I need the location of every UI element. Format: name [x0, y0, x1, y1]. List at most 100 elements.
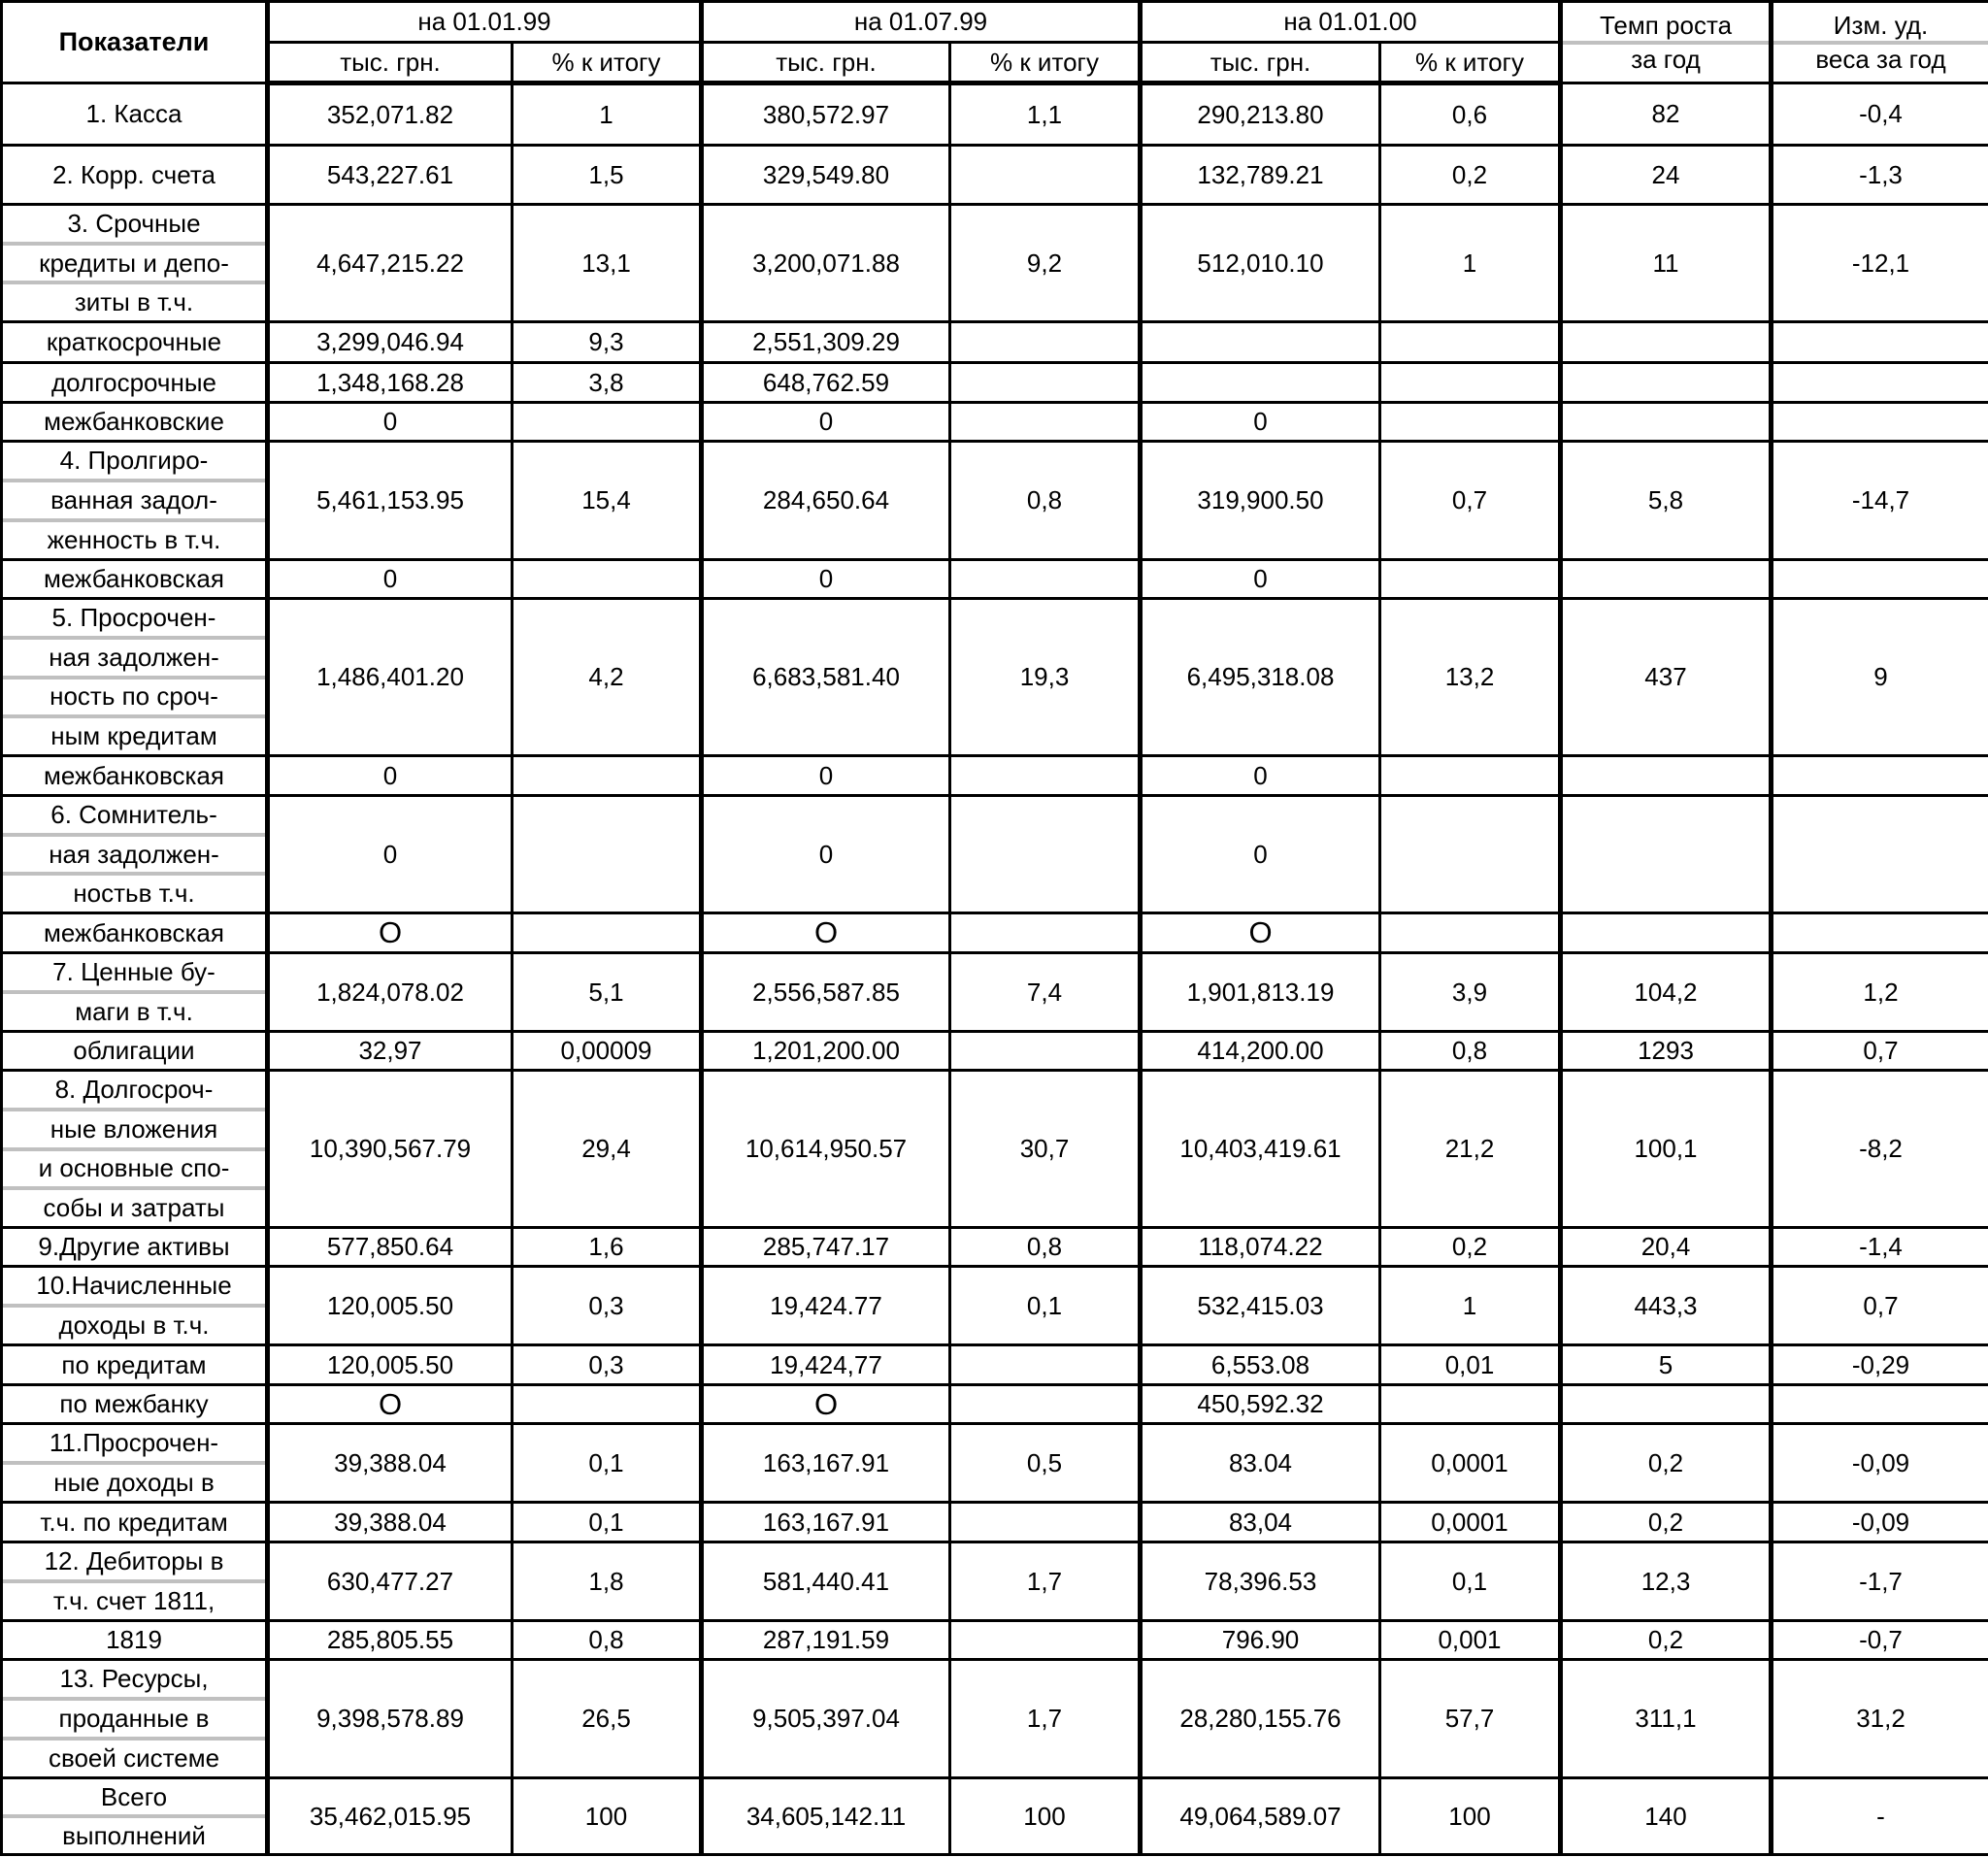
table-cell: 100,1	[1558, 1069, 1773, 1229]
table-cell: 34,605,142.11	[699, 1776, 951, 1856]
table-cell: 0	[1138, 401, 1381, 443]
table-cell	[1769, 1383, 1988, 1425]
row-label-line: межбанковские	[44, 407, 224, 436]
table-row: долгосрочные 1,348,168.28 3,8 648,762.59	[0, 361, 1988, 404]
row-label-line: собы и затраты	[43, 1193, 225, 1223]
table-cell: -0,4	[1769, 82, 1988, 147]
row-label: по кредитам	[0, 1343, 269, 1386]
table-cell: 0,7	[1769, 1265, 1988, 1346]
header-weight-line: Изм. уд.	[1775, 11, 1987, 45]
table-cell: 19,424.77	[699, 1265, 951, 1346]
table-cell: 15,4	[511, 440, 703, 561]
table-cell	[948, 1030, 1142, 1072]
table-cell: 1293	[1558, 1030, 1773, 1072]
table-cell: 120,005.50	[265, 1343, 514, 1386]
row-label: межбанковская	[0, 754, 269, 797]
row-label: 8. Долгосроч-ные вложения и основные спо-…	[0, 1069, 269, 1229]
table-cell	[511, 754, 703, 797]
row-label: межбанковские	[0, 401, 269, 443]
row-label: 12. Дебиторы в т.ч. счет 1811,	[0, 1541, 269, 1622]
header-period-3: на 01.01.00	[1138, 0, 1562, 44]
table-cell	[1769, 754, 1988, 797]
table-cell: 6,495,318.08	[1138, 597, 1381, 757]
table-cell: 49,064,589.07	[1138, 1776, 1381, 1856]
table-cell: 100	[948, 1776, 1142, 1856]
table-cell	[1558, 794, 1773, 914]
table-cell	[1378, 401, 1562, 443]
table-cell: 0	[265, 401, 514, 443]
row-label-line: межбанковская	[44, 760, 224, 790]
table-row: межбанковская 0 0 0	[0, 558, 1988, 600]
table-cell: 0,2	[1558, 1619, 1773, 1661]
table-cell	[948, 754, 1142, 797]
header-growth: Темп роста за год	[1558, 0, 1773, 84]
row-label-line: по межбанку	[59, 1389, 209, 1418]
table-cell: O	[699, 912, 951, 954]
table-cell: 0	[265, 754, 514, 797]
table-cell: 0,2	[1378, 144, 1562, 206]
table-cell: 19,3	[948, 597, 1142, 757]
table-cell: O	[265, 1383, 514, 1425]
row-label-line: облигации	[73, 1036, 195, 1065]
row-label: 10.Начисленные доходы в т.ч.	[0, 1265, 269, 1346]
table-cell: O	[699, 1383, 951, 1425]
row-label: 1. Касса	[0, 82, 269, 147]
table-cell: 0	[699, 401, 951, 443]
row-label-line: кредиты и депо-	[4, 246, 265, 285]
table-cell: 5,461,153.95	[265, 440, 514, 561]
table-cell: 0,1	[948, 1265, 1142, 1346]
row-label-line: 4. Пролгиро-	[4, 445, 265, 482]
table-cell	[1378, 912, 1562, 954]
table-cell	[948, 912, 1142, 954]
header-growth-line: Темп роста	[1565, 11, 1769, 45]
table-cell: 380,572.97	[699, 82, 951, 147]
table-row: Всего выполнений 35,462,015.95 100 34,605,14…	[0, 1776, 1988, 1856]
header-weight-change: Изм. уд. веса за год	[1769, 0, 1988, 84]
table-cell: 352,071.82	[265, 82, 514, 147]
table-cell: 319,900.50	[1138, 440, 1381, 561]
table-cell	[1769, 794, 1988, 914]
row-label-line: и основные спо-	[4, 1151, 265, 1191]
table-cell: 78,396.53	[1138, 1541, 1381, 1622]
row-label: 2. Корр. счета	[0, 144, 269, 206]
table-cell: 100	[1378, 1776, 1562, 1856]
table-cell: 0,2	[1378, 1226, 1562, 1268]
table-cell: 577,850.64	[265, 1226, 514, 1268]
table-cell	[1558, 912, 1773, 954]
table-cell	[1138, 361, 1381, 404]
table-cell: 287,191.59	[699, 1619, 951, 1661]
table-row: 6. Сомнитель-ная задолжен-ностьв т.ч. 0 0 0	[0, 794, 1988, 914]
table-cell: 39,388.04	[265, 1422, 514, 1504]
table-cell: 0	[1138, 794, 1381, 914]
table-cell: 1,7	[948, 1658, 1142, 1779]
table-cell: 9,505,397.04	[699, 1658, 951, 1779]
table-cell: 7,4	[948, 951, 1142, 1033]
table-cell: 0,8	[948, 1226, 1142, 1268]
table-row: 8. Долгосроч-ные вложения и основные спо-…	[0, 1069, 1988, 1229]
table-cell	[948, 1343, 1142, 1386]
table-cell: 0,8	[511, 1619, 703, 1661]
table-cell	[511, 558, 703, 600]
table-cell: 290,213.80	[1138, 82, 1381, 147]
table-cell	[1378, 320, 1562, 364]
table-cell	[1378, 1383, 1562, 1425]
row-label-line: краткосрочные	[46, 327, 222, 356]
table-cell: 796.90	[1138, 1619, 1381, 1661]
table-cell: 1,6	[511, 1226, 703, 1268]
table-cell: 1,5	[511, 144, 703, 206]
table-cell: 6,553.08	[1138, 1343, 1381, 1386]
row-label: 3. Срочные кредиты и депо-зиты в т.ч.	[0, 203, 269, 323]
table-cell: 0,8	[948, 440, 1142, 561]
subheader-amount: тыс. грн.	[265, 41, 514, 85]
row-label-line: 9.Другие активы	[38, 1232, 230, 1261]
table-row: по межбанку O O 450,592.32	[0, 1383, 1988, 1425]
row-label-line: 11.Просрочен-	[4, 1427, 265, 1465]
table-cell: 630,477.27	[265, 1541, 514, 1622]
table-cell: 163,167.91	[699, 1422, 951, 1504]
table-cell	[1769, 912, 1988, 954]
table-cell: 543,227.61	[265, 144, 514, 206]
table-cell: 0,8	[1378, 1030, 1562, 1072]
table-cell: 0,01	[1378, 1343, 1562, 1386]
table-cell	[948, 1619, 1142, 1661]
row-label: 7. Ценные бу-маги в т.ч.	[0, 951, 269, 1033]
